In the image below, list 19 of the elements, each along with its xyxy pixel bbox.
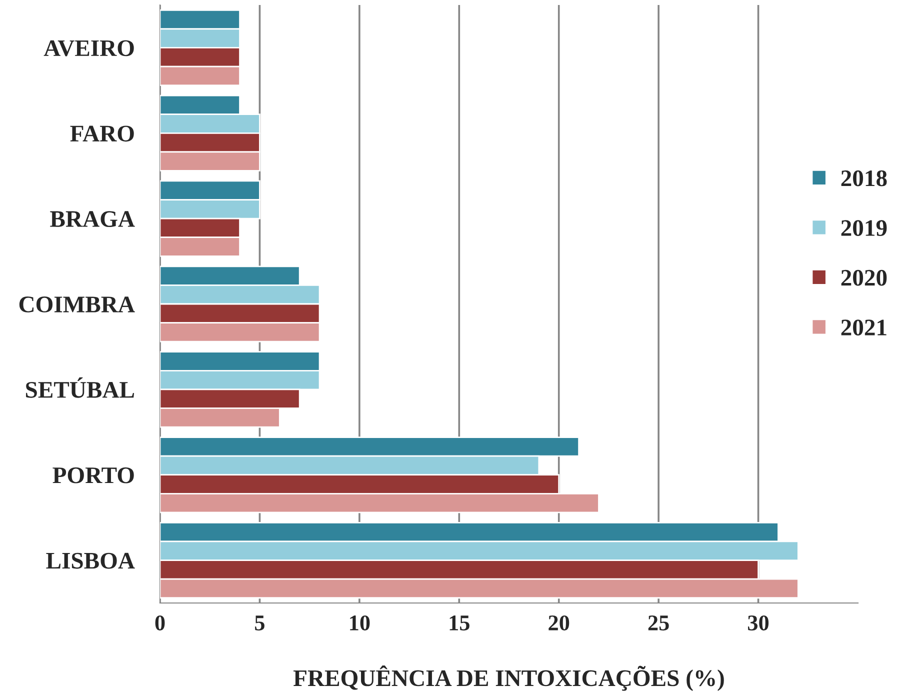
legend-label: 2018: [841, 170, 887, 186]
y-tick-label: SETÚBAL: [26, 377, 134, 398]
x-tick-label: 0: [155, 615, 165, 630]
x-tick-label: 10: [350, 615, 370, 630]
y-tick-label: COIMBRA: [19, 296, 135, 312]
x-tick-label: 5: [255, 616, 264, 630]
y-tick-label: AVEIRO: [44, 40, 134, 56]
y-tick-label: LISBOA: [46, 552, 135, 569]
y-tick-label: BRAGA: [50, 211, 135, 227]
x-tick-label: 15: [450, 616, 470, 630]
x-tick-label: 20: [548, 615, 570, 630]
legend-label: 2019: [841, 220, 887, 236]
y-tick-label: PORTO: [52, 467, 134, 484]
legend-label: 2021: [841, 320, 886, 336]
x-axis-title: FREQUÊNCIA DE INTOXICAÇÕES (%): [293, 666, 724, 691]
x-tick-label: 25: [648, 616, 669, 630]
y-tick-label: FARO: [70, 126, 134, 142]
x-tick-label: 30: [748, 615, 769, 630]
legend-label: 2020: [841, 270, 887, 286]
